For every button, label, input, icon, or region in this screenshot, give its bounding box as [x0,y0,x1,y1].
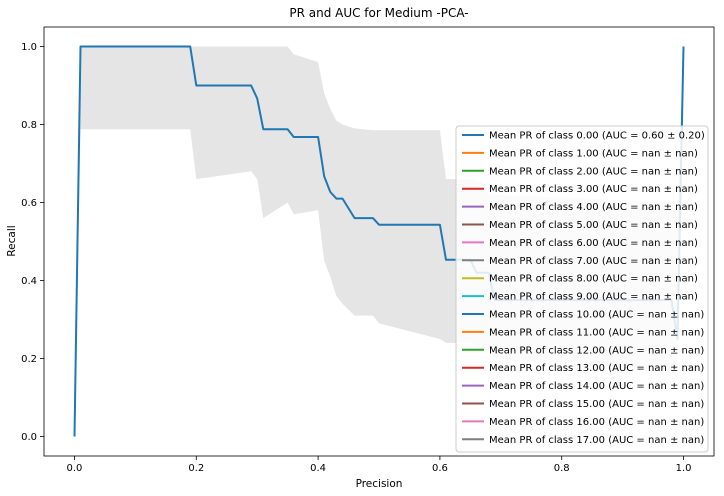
legend-label: Mean PR of class 12.00 (AUC = nan ± nan) [489,345,704,356]
plot-frame [43,26,715,457]
legend-label: Mean PR of class 3.00 (AUC = nan ± nan) [489,184,698,195]
legend-label: Mean PR of class 17.00 (AUC = nan ± nan) [489,435,704,446]
x-axis-title: Precision [356,478,403,490]
legend-label: Mean PR of class 15.00 (AUC = nan ± nan) [489,399,704,410]
x-axis-ticks: 0.0 0.2 0.4 0.6 0.8 1.0 [67,456,692,474]
legend-label: Mean PR of class 16.00 (AUC = nan ± nan) [489,417,704,428]
legend-label: Mean PR of class 7.00 (AUC = nan ± nan) [489,256,698,267]
y-tick-label: 1.0 [21,42,37,53]
legend-label: Mean PR of class 9.00 (AUC = nan ± nan) [489,292,698,303]
x-tick-label: 0.4 [310,463,326,474]
legend-frame [455,125,709,453]
legend-label: Mean PR of class 4.00 (AUC = nan ± nan) [489,202,698,213]
y-tick-label: 0.6 [21,198,37,209]
y-tick-label: 0.2 [21,354,37,365]
legend-label: Mean PR of class 5.00 (AUC = nan ± nan) [489,220,698,231]
y-tick-label: 0.0 [21,432,37,443]
legend-items: Mean PR of class 0.00 (AUC = 0.60 ± 0.20… [462,131,705,446]
legend-label: Mean PR of class 1.00 (AUC = nan ± nan) [489,148,698,159]
y-tick-label: 0.8 [21,120,37,131]
x-tick-label: 0.8 [554,463,570,474]
legend-label: Mean PR of class 13.00 (AUC = nan ± nan) [489,363,704,374]
legend-label: Mean PR of class 14.00 (AUC = nan ± nan) [489,381,704,392]
x-tick-label: 0.6 [432,463,448,474]
legend-label: Mean PR of class 10.00 (AUC = nan ± nan) [489,310,704,321]
legend-label: Mean PR of class 8.00 (AUC = nan ± nan) [489,274,698,285]
legend-label: Mean PR of class 6.00 (AUC = nan ± nan) [489,238,698,249]
legend-label: Mean PR of class 0.00 (AUC = 0.60 ± 0.20… [489,131,705,142]
y-tick-label: 0.4 [21,276,37,287]
legend: Mean PR of class 0.00 (AUC = 0.60 ± 0.20… [455,125,709,453]
x-tick-label: 1.0 [676,463,692,474]
legend-label: Mean PR of class 2.00 (AUC = nan ± nan) [489,166,698,177]
x-tick-label: 0.0 [67,463,83,474]
chart-title: PR and AUC for Medium -PCA- [289,6,468,20]
y-axis-title: Recall [6,225,18,256]
x-tick-label: 0.2 [188,463,204,474]
y-axis-ticks: 0.0 0.2 0.4 0.6 0.8 1.0 [21,42,44,443]
legend-label: Mean PR of class 11.00 (AUC = nan ± nan) [489,327,704,338]
